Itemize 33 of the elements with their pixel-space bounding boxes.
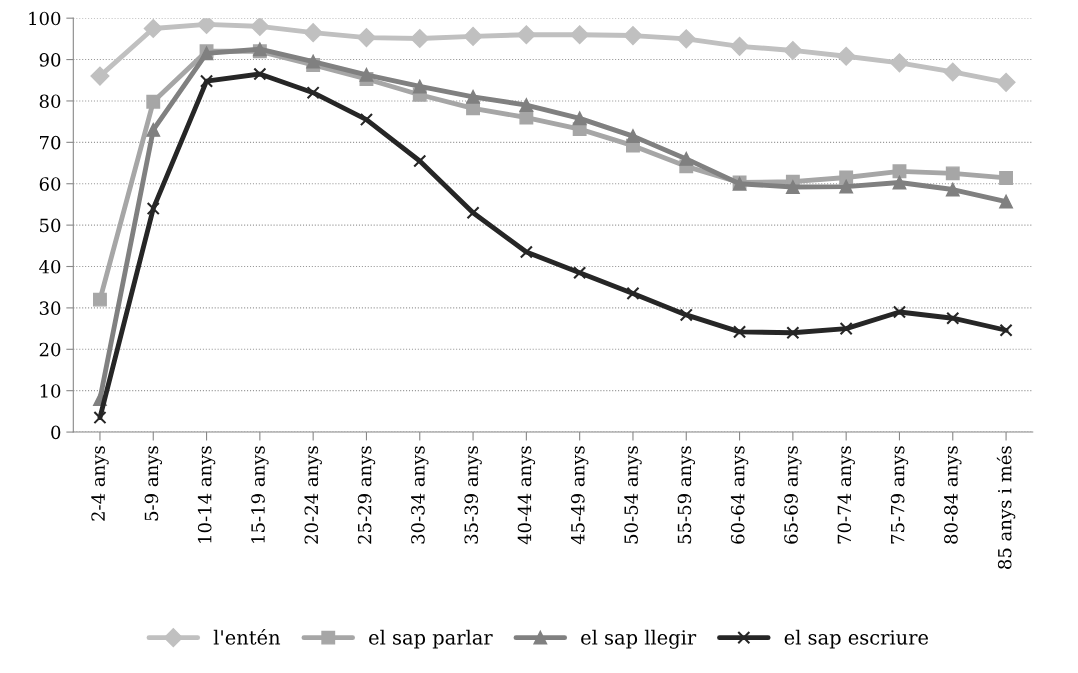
x-tick-label: 50-54 anys (624, 446, 642, 544)
y-tick-label: 60 (39, 177, 61, 191)
legend-label: el sap escriure (784, 629, 929, 649)
y-tick-label: 0 (51, 425, 61, 440)
y-tick-label: 90 (39, 53, 61, 67)
legend-label: l'entén (213, 628, 281, 645)
x-tick-label: 5-9 anys (144, 446, 162, 521)
x-tick-label: 30-34 anys (411, 446, 429, 544)
y-tick-label: 70 (40, 135, 61, 150)
x-tick-label: 60-64 anys (730, 446, 749, 544)
x-tick-label: 35-39 anys (464, 446, 482, 544)
x-tick-label: 70-74 anys (837, 446, 855, 544)
y-tick-label: 40 (39, 259, 61, 274)
y-tick-label: 20 (39, 342, 61, 357)
y-tick-label: 10 (40, 384, 61, 398)
x-tick-label: 65-69 anys (784, 446, 802, 544)
x-tick-label: 15-19 anys (251, 446, 269, 543)
x-tick-label: 85 anys i més (996, 446, 1016, 569)
x-tick-label: 45-49 anys (570, 446, 589, 545)
x-tick-label: 10-14 anys (197, 446, 216, 543)
x-tick-label: 2-4 anys (91, 446, 109, 521)
x-tick-label: 55-59 anys (677, 446, 695, 544)
y-tick-label: 50 (40, 218, 61, 233)
legend-label: el sap llegir (581, 629, 697, 649)
x-tick-label: 20-24 anys (304, 446, 322, 544)
y-tick-label: 30 (39, 301, 61, 316)
x-tick-label: 75-79 anys (890, 446, 909, 544)
x-tick-label: 25-29 anys (357, 446, 376, 544)
legend-label: el sap parlar (369, 629, 493, 649)
y-tick-label: 80 (39, 94, 61, 109)
x-tick-label: 40-44 anys (517, 446, 536, 545)
x-tick-label: 80-84 anys (944, 446, 962, 544)
y-tick-label: 100 (29, 11, 61, 26)
